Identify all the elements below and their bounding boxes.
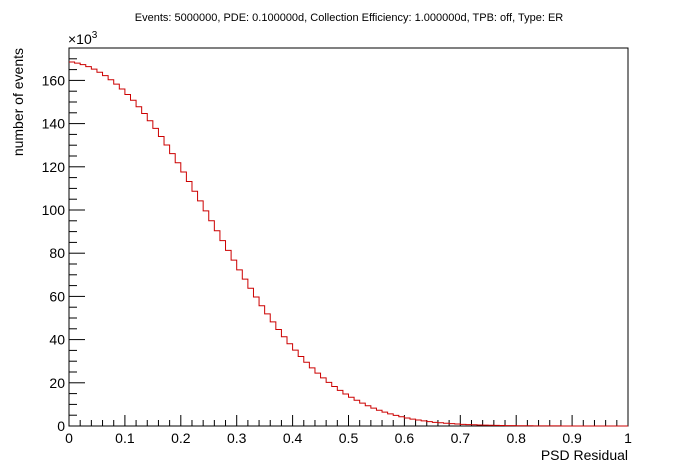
x-axis-ticks: 0 0.1 0.2 0.3 0.4 0.5 0.6 0.7 0.8 0.9 1 [65,415,632,446]
y-tick-label: 100 [42,202,66,218]
x-tick-label: 1 [624,430,632,446]
y-tick-label: 60 [49,288,65,304]
histogram-series-line [69,61,628,427]
y-axis-ticks: 0 20 40 60 80 100 120 140 160 [42,47,85,434]
x-tick-label: 0 [65,430,73,446]
x-tick-label: 0.4 [283,430,303,446]
y-tick-label: 20 [49,375,65,391]
plot-frame [68,47,629,427]
x-tick-label: 0.6 [395,430,415,446]
y-axis-multiplier: ×103 [68,30,98,47]
y-axis-multiplier-exponent: 3 [92,30,98,41]
x-tick-label: 0.2 [171,430,191,446]
y-tick-label: 120 [42,159,66,175]
y-tick-label: 40 [49,332,65,348]
chart-title: Events: 5000000, PDE: 0.100000d, Collect… [135,12,564,24]
x-tick-label: 0.7 [451,430,471,446]
y-axis-multiplier-base: ×10 [68,31,92,47]
x-tick-label: 0.3 [227,430,247,446]
plot-border [68,47,629,427]
x-axis-title: PSD Residual [541,447,628,463]
y-tick-label: 160 [42,72,66,88]
y-tick-label: 80 [49,245,65,261]
y-tick-label: 140 [42,116,66,132]
x-tick-label: 0.9 [562,430,582,446]
x-tick-label: 0.1 [115,430,135,446]
x-tick-label: 0.5 [339,430,359,446]
x-tick-label: 0.8 [506,430,526,446]
y-axis-title: number of events [10,48,26,156]
y-tick-label: 0 [57,418,65,434]
